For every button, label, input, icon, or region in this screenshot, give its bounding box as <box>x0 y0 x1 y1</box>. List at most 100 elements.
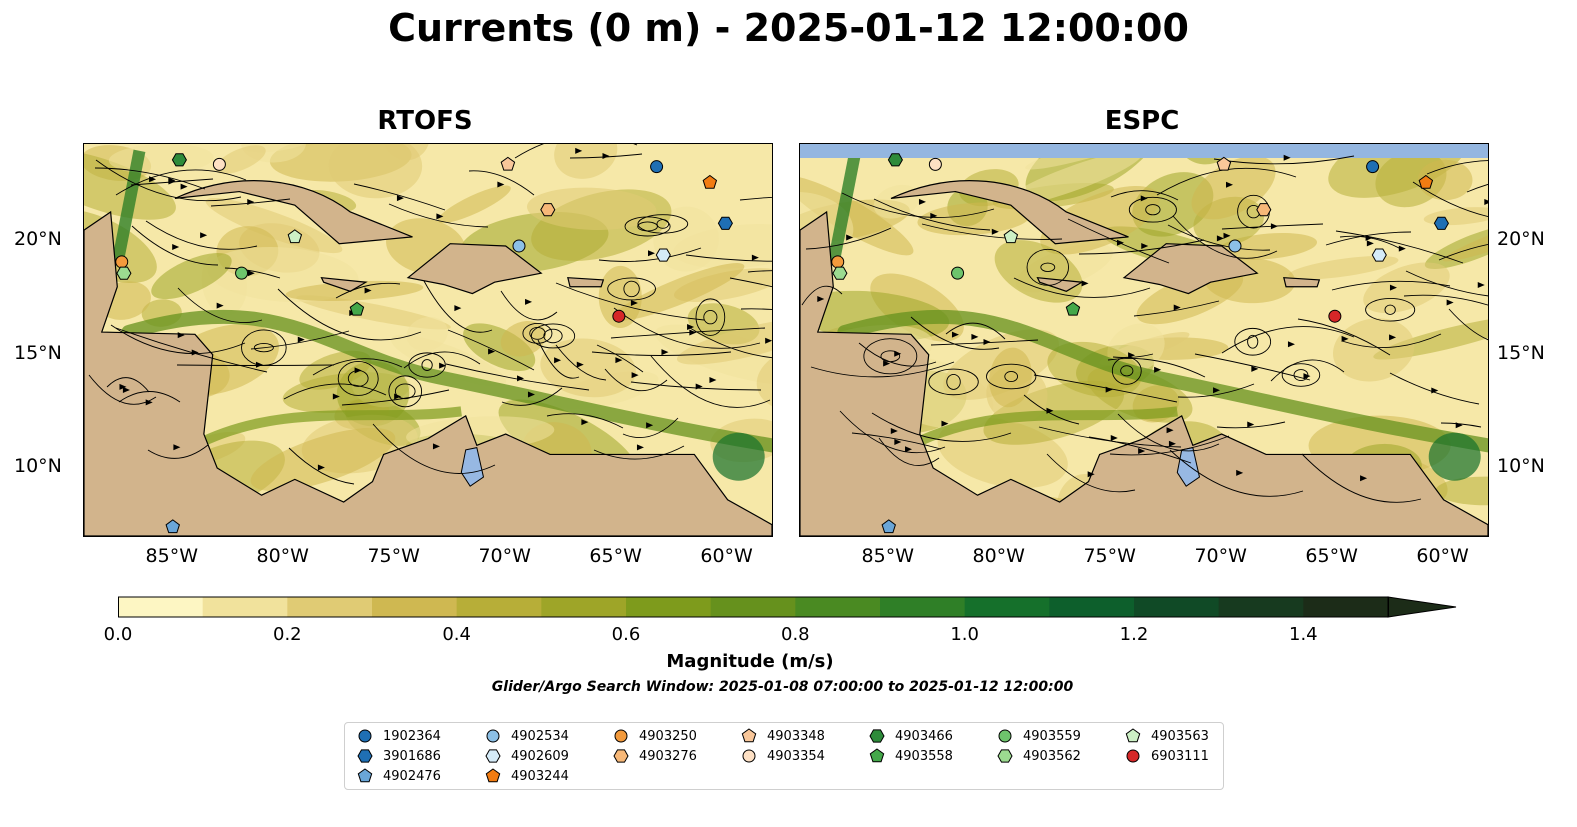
float-marker-4903244 <box>1418 174 1434 189</box>
colorbar-tick-2: 0.4 <box>442 624 471 645</box>
float-marker-4903244 <box>702 174 718 189</box>
lat-tick-left-0: 20°N <box>14 228 62 251</box>
legend-label: 4903250 <box>639 728 697 744</box>
colorbar-segment-8 <box>795 597 881 617</box>
float-marker-4903559 <box>235 266 249 280</box>
legend-label: 4903348 <box>767 728 825 744</box>
colorbar-tick-0: 0.0 <box>103 624 133 645</box>
colorbar-segment-2 <box>287 597 373 617</box>
legend-label: 4903562 <box>1023 748 1081 764</box>
legend-label: 6903111 <box>1151 748 1209 764</box>
colorbar-segment-6 <box>626 597 712 617</box>
colorbar-tick-7: 1.4 <box>1289 624 1318 645</box>
float-marker-4902534 <box>1228 239 1242 253</box>
legend-label: 4902476 <box>383 768 441 784</box>
figure-title: Currents (0 m) - 2025-01-12 12:00:00 <box>388 6 1189 50</box>
float-marker-4903466 <box>171 153 187 167</box>
legend-item-4902534: 4902534 <box>485 726 569 746</box>
legend-label: 4903354 <box>767 748 825 764</box>
legend-label: 4902609 <box>511 748 569 764</box>
float-marker-3901686 <box>1433 216 1449 230</box>
float-marker-4902609 <box>655 248 671 262</box>
colorbar-segment-12 <box>1134 597 1220 617</box>
legend-label: 3901686 <box>383 748 441 764</box>
float-marker-4903276 <box>540 203 556 217</box>
legend-marker-6903111 <box>1126 749 1140 763</box>
float-marker-4903559 <box>951 266 965 280</box>
legend-label: 4903466 <box>895 728 953 744</box>
lat-tick-right-0: 20°N <box>1497 228 1545 251</box>
colorbar-segment-1 <box>202 597 288 617</box>
streamlines <box>801 154 1488 503</box>
landmass <box>800 180 1488 536</box>
colorbar-tick-4: 0.8 <box>781 624 810 645</box>
float-markers <box>115 153 733 534</box>
float-legend: 1902364 3901686 4902476 4902534 4902609 49032… <box>344 722 1224 790</box>
legend-item-4903562: 4903562 <box>997 746 1081 766</box>
colorbar-tick-6: 1.2 <box>1119 624 1149 645</box>
legend-item-4903244: 4903244 <box>485 766 569 786</box>
legend-marker-4902609 <box>485 749 501 763</box>
panel-title-rtofs: RTOFS <box>377 106 473 136</box>
float-marker-4902476 <box>881 519 896 534</box>
lon-tick-right-2: 75°W <box>1083 545 1136 567</box>
legend-item-4903354: 4903354 <box>741 746 825 766</box>
legend-marker-4903563 <box>1125 728 1141 743</box>
float-marker-4903558 <box>349 301 365 316</box>
legend-item-4903348: 4903348 <box>741 726 825 746</box>
legend-item-4902609: 4902609 <box>485 746 569 766</box>
legend-marker-4903250 <box>614 729 628 743</box>
lon-tick-left-3: 70°W <box>478 545 531 567</box>
lon-tick-left-5: 60°W <box>700 545 753 567</box>
colorbar-segment-13 <box>1218 597 1304 617</box>
lat-tick-right-2: 10°N <box>1497 455 1545 478</box>
float-marker-6903111 <box>1328 309 1342 323</box>
legend-marker-4902534 <box>486 729 500 743</box>
float-marker-4903276 <box>1256 203 1272 217</box>
legend-item-4903559: 4903559 <box>997 726 1081 746</box>
legend-label: 4903558 <box>895 748 953 764</box>
lon-tick-left-1: 80°W <box>256 545 309 567</box>
colorbar-segment-14 <box>1303 597 1389 617</box>
legend-marker-4903558 <box>869 748 885 763</box>
float-marker-1902364 <box>1366 160 1380 174</box>
lake-maracaibo <box>460 447 485 487</box>
legend-marker-4903348 <box>741 728 757 743</box>
float-marker-4902534 <box>512 239 526 253</box>
legend-item-3901686: 3901686 <box>357 746 441 766</box>
lon-tick-right-5: 60°W <box>1416 545 1469 567</box>
colorbar-segment-5 <box>541 597 627 617</box>
legend-item-4903563: 4903563 <box>1125 726 1209 746</box>
legend-marker-1902364 <box>358 729 372 743</box>
legend-label: 4903559 <box>1023 728 1081 744</box>
float-marker-4902609 <box>1371 248 1387 262</box>
colorbar-tick-5: 1.0 <box>950 624 979 645</box>
colorbar-segment-7 <box>710 597 796 617</box>
float-marker-4903354 <box>928 157 942 171</box>
float-marker-4903348 <box>500 156 516 171</box>
legend-item-4902476: 4902476 <box>357 766 441 786</box>
float-markers <box>831 153 1449 534</box>
colorbar-segment-3 <box>372 597 458 617</box>
legend-marker-4903559 <box>998 729 1012 743</box>
colorbar-title: Magnitude (m/s) <box>666 651 834 672</box>
lon-tick-left-4: 65°W <box>589 545 642 567</box>
colorbar-segment-9 <box>880 597 966 617</box>
missing-data-band <box>800 144 1488 158</box>
float-marker-4903558 <box>1065 301 1081 316</box>
float-marker-4903250 <box>831 255 845 269</box>
float-marker-4903466 <box>887 153 903 167</box>
lon-tick-left-0: 85°W <box>145 545 198 567</box>
colorbar-segment-11 <box>1049 597 1135 617</box>
lon-tick-left-2: 75°W <box>367 545 420 567</box>
colorbar-segment-4 <box>456 597 542 617</box>
legend-label: 4903244 <box>511 768 569 784</box>
lat-tick-right-1: 15°N <box>1497 341 1545 364</box>
legend-label: 4903276 <box>639 748 697 764</box>
legend-item-4903558: 4903558 <box>869 746 953 766</box>
legend-marker-3901686 <box>357 749 373 763</box>
caribbean-current-jet <box>121 309 772 453</box>
lon-tick-right-1: 80°W <box>972 545 1025 567</box>
float-marker-1902364 <box>650 160 664 174</box>
legend-marker-4903354 <box>742 749 756 763</box>
